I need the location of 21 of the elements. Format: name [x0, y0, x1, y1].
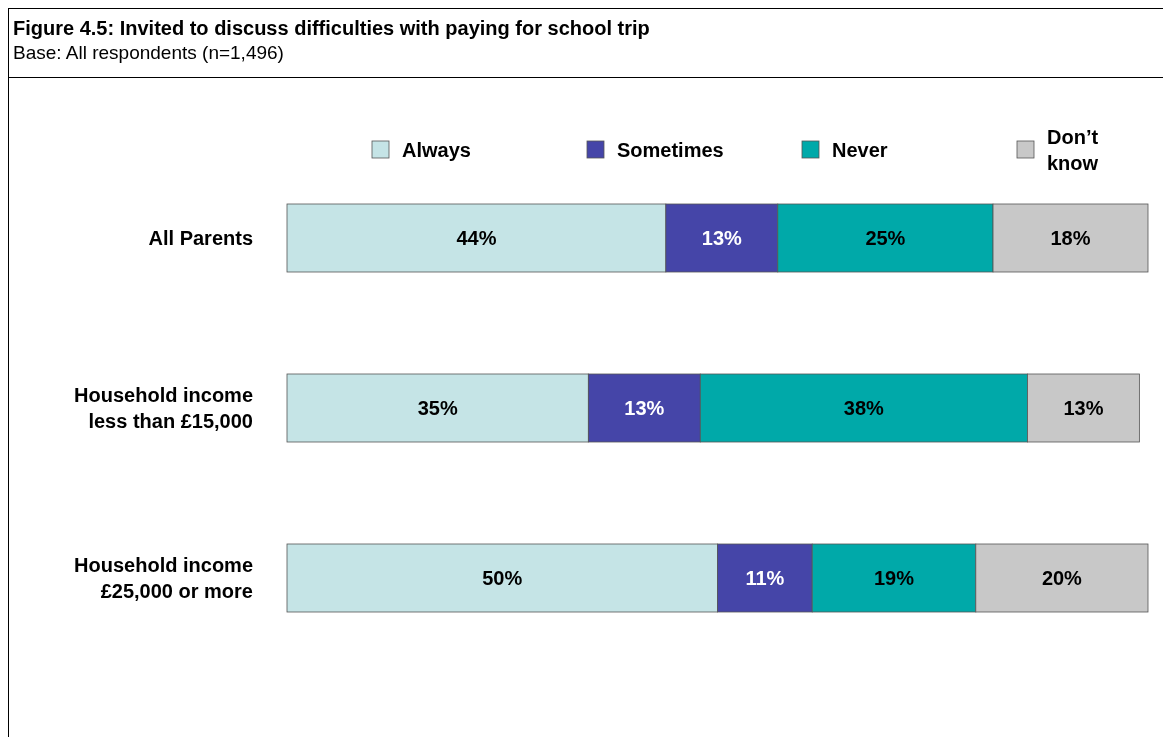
- data-label: 38%: [843, 397, 885, 419]
- data-label: 11%: [745, 567, 785, 589]
- data-label: 19%: [873, 567, 915, 589]
- data-label: 44%: [456, 227, 497, 249]
- legend-label: Always: [402, 139, 471, 161]
- data-label: 20%: [1041, 567, 1083, 589]
- data-label: 35%: [417, 397, 458, 419]
- data-label: 13%: [701, 227, 743, 249]
- data-label: 25%: [865, 227, 906, 249]
- data-label: 50%: [482, 567, 523, 589]
- y-tick-label: All Parents: [148, 227, 253, 249]
- data-label: 13%: [624, 397, 665, 419]
- chart-title: Figure 4.5: Invited to discuss difficulties with paying for school trip: [13, 17, 650, 39]
- legend-label: Don’t know: [1047, 126, 1099, 174]
- data-label: 18%: [1050, 227, 1091, 249]
- y-tick-label: Household income £25,000 or more: [74, 554, 253, 602]
- legend-label: Never: [832, 139, 888, 161]
- y-tick-label: Household income less than £15,000: [74, 384, 253, 432]
- chart-subtitle: Base: All respondents (n=1,496): [13, 42, 284, 63]
- data-label: 13%: [1063, 397, 1104, 419]
- legend-label: Sometimes: [617, 139, 724, 161]
